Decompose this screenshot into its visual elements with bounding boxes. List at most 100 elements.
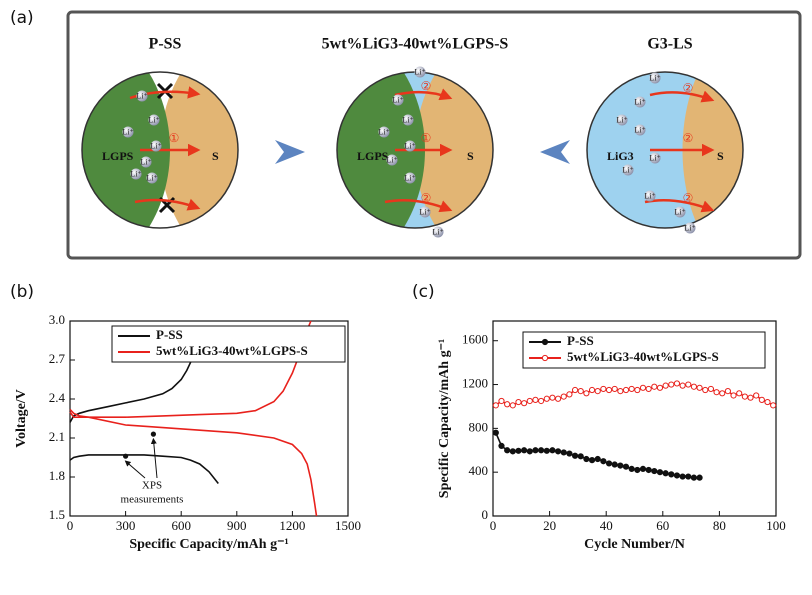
panel-title: G3-LS xyxy=(647,36,692,53)
y-tick-label: 1.8 xyxy=(49,468,65,483)
ion xyxy=(684,222,696,234)
data-point xyxy=(628,385,635,393)
data-point xyxy=(498,397,505,405)
data-point xyxy=(532,396,539,403)
data-point xyxy=(679,382,686,389)
panel-label: (b) xyxy=(10,282,34,302)
right-label: S xyxy=(212,149,219,163)
data-point xyxy=(526,448,533,455)
ion-label: Li⁺ xyxy=(122,127,133,136)
x-tick-label: 40 xyxy=(600,518,613,533)
x-tick-label: 0 xyxy=(67,518,74,533)
data-point xyxy=(549,394,556,401)
data-point xyxy=(577,388,584,395)
data-point xyxy=(679,473,686,480)
ion-label: Li⁺ xyxy=(404,173,415,182)
data-point xyxy=(690,474,698,481)
ion xyxy=(386,154,398,166)
panel-label: (c) xyxy=(412,282,435,302)
legend-label: P-SS xyxy=(567,333,594,348)
x-tick-label: 1200 xyxy=(279,518,305,533)
legend-marker xyxy=(541,338,549,346)
ion-label: Li⁺ xyxy=(634,97,645,106)
ion-label: Li⁺ xyxy=(130,169,141,178)
ion xyxy=(146,172,158,184)
ion-label: Li⁺ xyxy=(136,91,147,100)
left-label: LGPS xyxy=(102,149,134,163)
data-point xyxy=(662,470,669,477)
y-tick-label: 1.5 xyxy=(49,507,65,522)
ion xyxy=(622,164,634,176)
data-point xyxy=(543,447,550,454)
data-point xyxy=(634,386,641,394)
data-point xyxy=(702,386,709,394)
ion xyxy=(136,90,148,102)
data-point xyxy=(696,474,703,481)
data-point xyxy=(645,466,652,474)
series-line xyxy=(69,358,194,423)
x-tick-label: 300 xyxy=(116,518,136,533)
y-tick-label: 0 xyxy=(482,507,489,522)
data-point xyxy=(753,392,760,399)
data-point xyxy=(617,462,624,469)
series-line xyxy=(69,408,318,517)
ion-label: Li⁺ xyxy=(386,155,397,164)
ion xyxy=(634,124,646,136)
data-point xyxy=(566,391,573,398)
plot-frame xyxy=(492,320,777,517)
ion-label: Li⁺ xyxy=(414,67,425,76)
data-point xyxy=(571,386,579,394)
data-point xyxy=(747,394,754,401)
data-point xyxy=(532,447,539,454)
x-tick-label: 80 xyxy=(713,518,726,533)
ion xyxy=(148,114,160,126)
data-point xyxy=(770,402,777,409)
data-point xyxy=(566,450,573,457)
ion xyxy=(432,226,444,238)
data-point xyxy=(571,452,579,459)
ion-label: Li⁺ xyxy=(684,223,695,232)
data-point xyxy=(622,463,630,470)
x-tick-label: 20 xyxy=(543,518,556,533)
chevron xyxy=(275,140,305,164)
ion-label: Li⁺ xyxy=(674,207,685,216)
panel-frame xyxy=(66,10,802,260)
legend-box xyxy=(111,325,346,363)
data-point xyxy=(736,390,743,397)
ion xyxy=(649,152,661,164)
data-point xyxy=(741,393,748,400)
data-point xyxy=(509,402,516,409)
ion-label: Li⁺ xyxy=(432,227,443,236)
ion xyxy=(130,168,142,180)
ion-label: Li⁺ xyxy=(616,115,627,124)
ion xyxy=(634,96,646,108)
data-point xyxy=(690,383,698,390)
data-point xyxy=(685,473,692,480)
transport-arrow xyxy=(129,86,201,100)
ion xyxy=(649,72,661,84)
series-line xyxy=(69,454,219,484)
data-point xyxy=(521,447,528,454)
data-point xyxy=(696,384,703,391)
y-tick-label: 2.7 xyxy=(49,351,66,366)
data-point xyxy=(707,385,715,393)
data-point xyxy=(605,460,613,467)
ion-label: Li⁺ xyxy=(644,191,655,200)
data-point xyxy=(526,397,533,405)
y-tick-label: 400 xyxy=(469,463,489,478)
annotation-text: XPS xyxy=(142,480,162,492)
data-point xyxy=(651,383,658,390)
ion-label: Li⁺ xyxy=(419,207,430,216)
panel-label: (a) xyxy=(10,8,34,28)
right-label: S xyxy=(467,149,474,163)
path-number: ② xyxy=(683,191,694,205)
data-point xyxy=(560,449,567,456)
ion xyxy=(414,66,426,78)
x-tick-label: 1500 xyxy=(335,518,361,533)
data-point xyxy=(685,381,692,388)
legend-label: P-SS xyxy=(156,327,183,342)
data-point xyxy=(594,455,601,463)
ion-label: Li⁺ xyxy=(622,165,633,174)
data-point xyxy=(549,447,556,454)
